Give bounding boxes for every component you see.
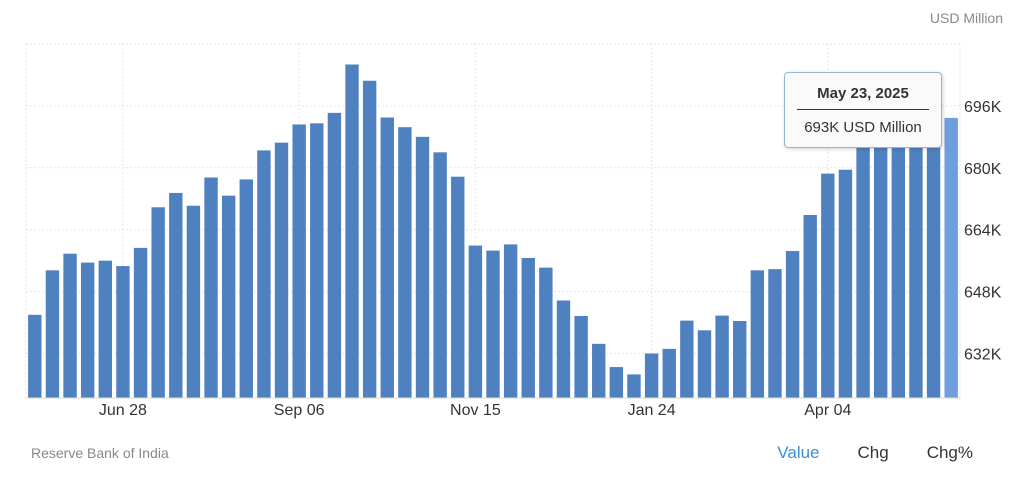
bar[interactable]	[204, 177, 218, 398]
bar[interactable]	[644, 353, 659, 398]
x-tick-label: Jun 28	[99, 402, 147, 419]
tab-chg[interactable]: Chg	[857, 443, 889, 462]
tooltip-date: May 23, 2025	[817, 85, 909, 102]
bar[interactable]	[327, 112, 342, 399]
bar[interactable]	[151, 207, 165, 398]
bar[interactable]	[521, 257, 535, 398]
bar[interactable]	[821, 173, 835, 398]
bar[interactable]	[28, 314, 42, 398]
bar[interactable]	[891, 136, 906, 398]
x-axis: Jun 28 Sep 06 Nov 15 Jan 24 Apr 04	[26, 397, 960, 419]
bar[interactable]	[292, 124, 306, 398]
bar[interactable]	[662, 348, 676, 398]
bar[interactable]	[415, 136, 430, 398]
bar[interactable]	[80, 262, 95, 398]
tab-value[interactable]: Value	[777, 443, 820, 462]
y-tick-label: 680K	[964, 161, 1002, 178]
y-tick-label: 648K	[964, 285, 1002, 302]
tab-chg-percent[interactable]: Chg%	[926, 443, 973, 462]
bar[interactable]	[874, 127, 888, 399]
tooltip-value: 693K USD Million	[804, 119, 922, 136]
bar[interactable]	[45, 270, 60, 398]
bar[interactable]	[680, 320, 694, 398]
bar[interactable]	[362, 80, 377, 398]
y-tick-label: 664K	[964, 223, 1002, 240]
bar[interactable]	[186, 205, 201, 398]
x-tick-label: Apr 04	[804, 402, 851, 419]
bars	[28, 64, 958, 399]
bar[interactable]	[257, 150, 271, 398]
bar[interactable]	[926, 113, 941, 398]
bar[interactable]	[380, 117, 394, 398]
bar[interactable]	[98, 260, 112, 398]
x-tick-label: Sep 06	[274, 402, 325, 419]
bar[interactable]	[116, 266, 130, 398]
bar[interactable]	[556, 300, 571, 399]
bar[interactable]	[856, 134, 870, 399]
bar[interactable]	[486, 250, 500, 398]
tooltip: May 23, 2025 693K USD Million	[784, 72, 942, 148]
source-label: Reserve Bank of India	[31, 445, 169, 461]
y-tick-label: 696K	[964, 99, 1002, 116]
bar[interactable]	[239, 179, 253, 398]
bar[interactable]	[398, 127, 412, 399]
view-tabs: Value Chg Chg%	[739, 443, 973, 463]
bar[interactable]	[803, 215, 817, 398]
bar[interactable]	[133, 247, 148, 398]
bar[interactable]	[310, 123, 324, 398]
x-tick-label: Nov 15	[450, 402, 501, 419]
bar[interactable]	[750, 270, 765, 398]
bar[interactable]	[221, 195, 236, 398]
bar[interactable]	[539, 267, 553, 398]
bar[interactable]	[733, 321, 747, 398]
tooltip-divider	[797, 109, 929, 110]
bar[interactable]	[433, 152, 447, 398]
bar[interactable]	[838, 169, 853, 398]
bar[interactable]	[468, 245, 483, 398]
bar[interactable]	[574, 315, 588, 398]
unit-label: USD Million	[930, 10, 1003, 26]
bar[interactable]	[274, 142, 289, 398]
bar[interactable]	[451, 176, 465, 398]
bar[interactable]	[63, 253, 77, 398]
bar[interactable]	[592, 343, 606, 398]
x-tick-label: Jan 24	[628, 402, 676, 419]
bar[interactable]	[909, 144, 923, 398]
bar[interactable]	[169, 192, 183, 398]
bar[interactable]	[697, 330, 712, 398]
y-axis: 632K 648K 664K 680K 696K	[964, 99, 1002, 364]
bar[interactable]	[944, 117, 958, 399]
bar[interactable]	[768, 269, 782, 398]
bar[interactable]	[609, 367, 624, 398]
y-tick-label: 632K	[964, 347, 1002, 364]
bar[interactable]	[715, 315, 729, 398]
bar[interactable]	[627, 374, 641, 398]
bar[interactable]	[345, 64, 359, 399]
bar[interactable]	[785, 250, 800, 398]
bar[interactable]	[503, 244, 518, 398]
